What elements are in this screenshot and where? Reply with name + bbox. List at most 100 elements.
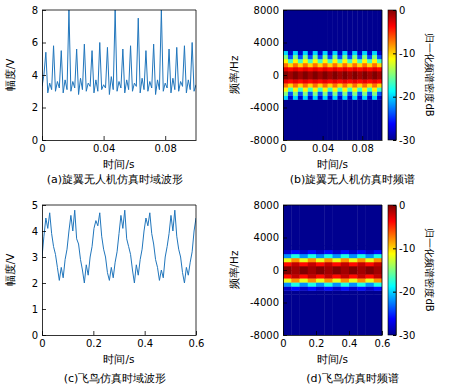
cell [300,246,309,250]
cell [308,270,317,274]
cell [352,95,357,99]
tick-label: -30 [399,330,415,341]
cell [308,274,317,278]
cell [313,55,318,59]
cell [288,67,293,71]
tick-label: 8000 [254,5,279,16]
cell [293,67,298,71]
cell [337,83,342,87]
tick-label: 0.2 [86,338,102,349]
cell [323,99,328,140]
cell [377,79,382,83]
tick-label: 0 [39,338,45,349]
cell [300,205,309,246]
cell [293,59,298,63]
cell [347,63,352,67]
cell [349,270,358,274]
cell [308,278,317,282]
cell [318,10,323,51]
cell [283,250,292,254]
cell [283,282,292,286]
cell [291,278,300,282]
tick: 6 [32,37,46,48]
cell [341,278,350,282]
cell [303,83,308,87]
cell [318,71,323,75]
tick-label: 0 [399,5,405,16]
cell [313,67,318,71]
cell [362,83,367,87]
cell [323,51,328,55]
cell [372,99,377,140]
cell [308,59,313,63]
x-axis-title: 时间/s [317,158,348,170]
cell [349,205,358,246]
axis-line [396,11,397,141]
cell [347,79,352,83]
tick-mark [283,335,287,336]
cell [357,270,366,274]
cell [303,87,308,91]
cell [298,87,303,91]
tick: 8000 [254,5,287,16]
tick-mark [393,10,396,11]
panel-caption: (b)旋翼无人机仿真时频谱 [290,173,416,186]
x-axis: 00.040.08 [280,136,382,154]
cell [316,254,325,258]
tick: 0 [32,135,46,146]
tick: 8000 [254,200,287,211]
cell [333,262,342,266]
cell [357,282,366,286]
cell [357,278,366,282]
cell [283,254,292,258]
tick-label: 0 [280,143,286,154]
cell [337,10,342,51]
cell [377,51,382,55]
colorbar [388,205,396,335]
cell [372,75,377,79]
cell [333,270,342,274]
cell [352,91,357,95]
cell [347,87,352,91]
cell [367,10,372,51]
cell [333,63,338,67]
cell [324,254,333,258]
cell [318,95,323,99]
cell [366,286,375,290]
cell [323,71,328,75]
cell [372,10,377,51]
cell [308,75,313,79]
cell [357,205,366,246]
cell [323,67,328,71]
y-axis: 02468 [32,5,46,146]
cell [298,71,303,75]
tick: 4 [32,70,46,81]
cell [324,258,333,262]
cell [291,266,300,270]
tick: -10 [393,243,415,254]
cell [333,67,338,71]
tick-label: 0.04 [312,143,334,154]
cell [303,79,308,83]
cell [293,83,298,87]
tick-label: 2 [32,278,38,289]
tick-mark [42,335,46,336]
tick-mark [283,238,287,239]
cell [367,63,372,67]
cell [372,95,377,99]
tick-label: 0.4 [137,338,153,349]
cell [347,51,352,55]
tick-label: -8000 [250,330,279,341]
cell [291,250,300,254]
cell [288,55,293,59]
axis-line [43,140,197,141]
cell [337,79,342,83]
cell [293,63,298,67]
cell [318,83,323,87]
cell [300,286,309,290]
cell [313,87,318,91]
plot-area [42,210,196,283]
cell [374,274,382,278]
tick: 1 [32,304,46,315]
tick-mark [165,136,166,140]
